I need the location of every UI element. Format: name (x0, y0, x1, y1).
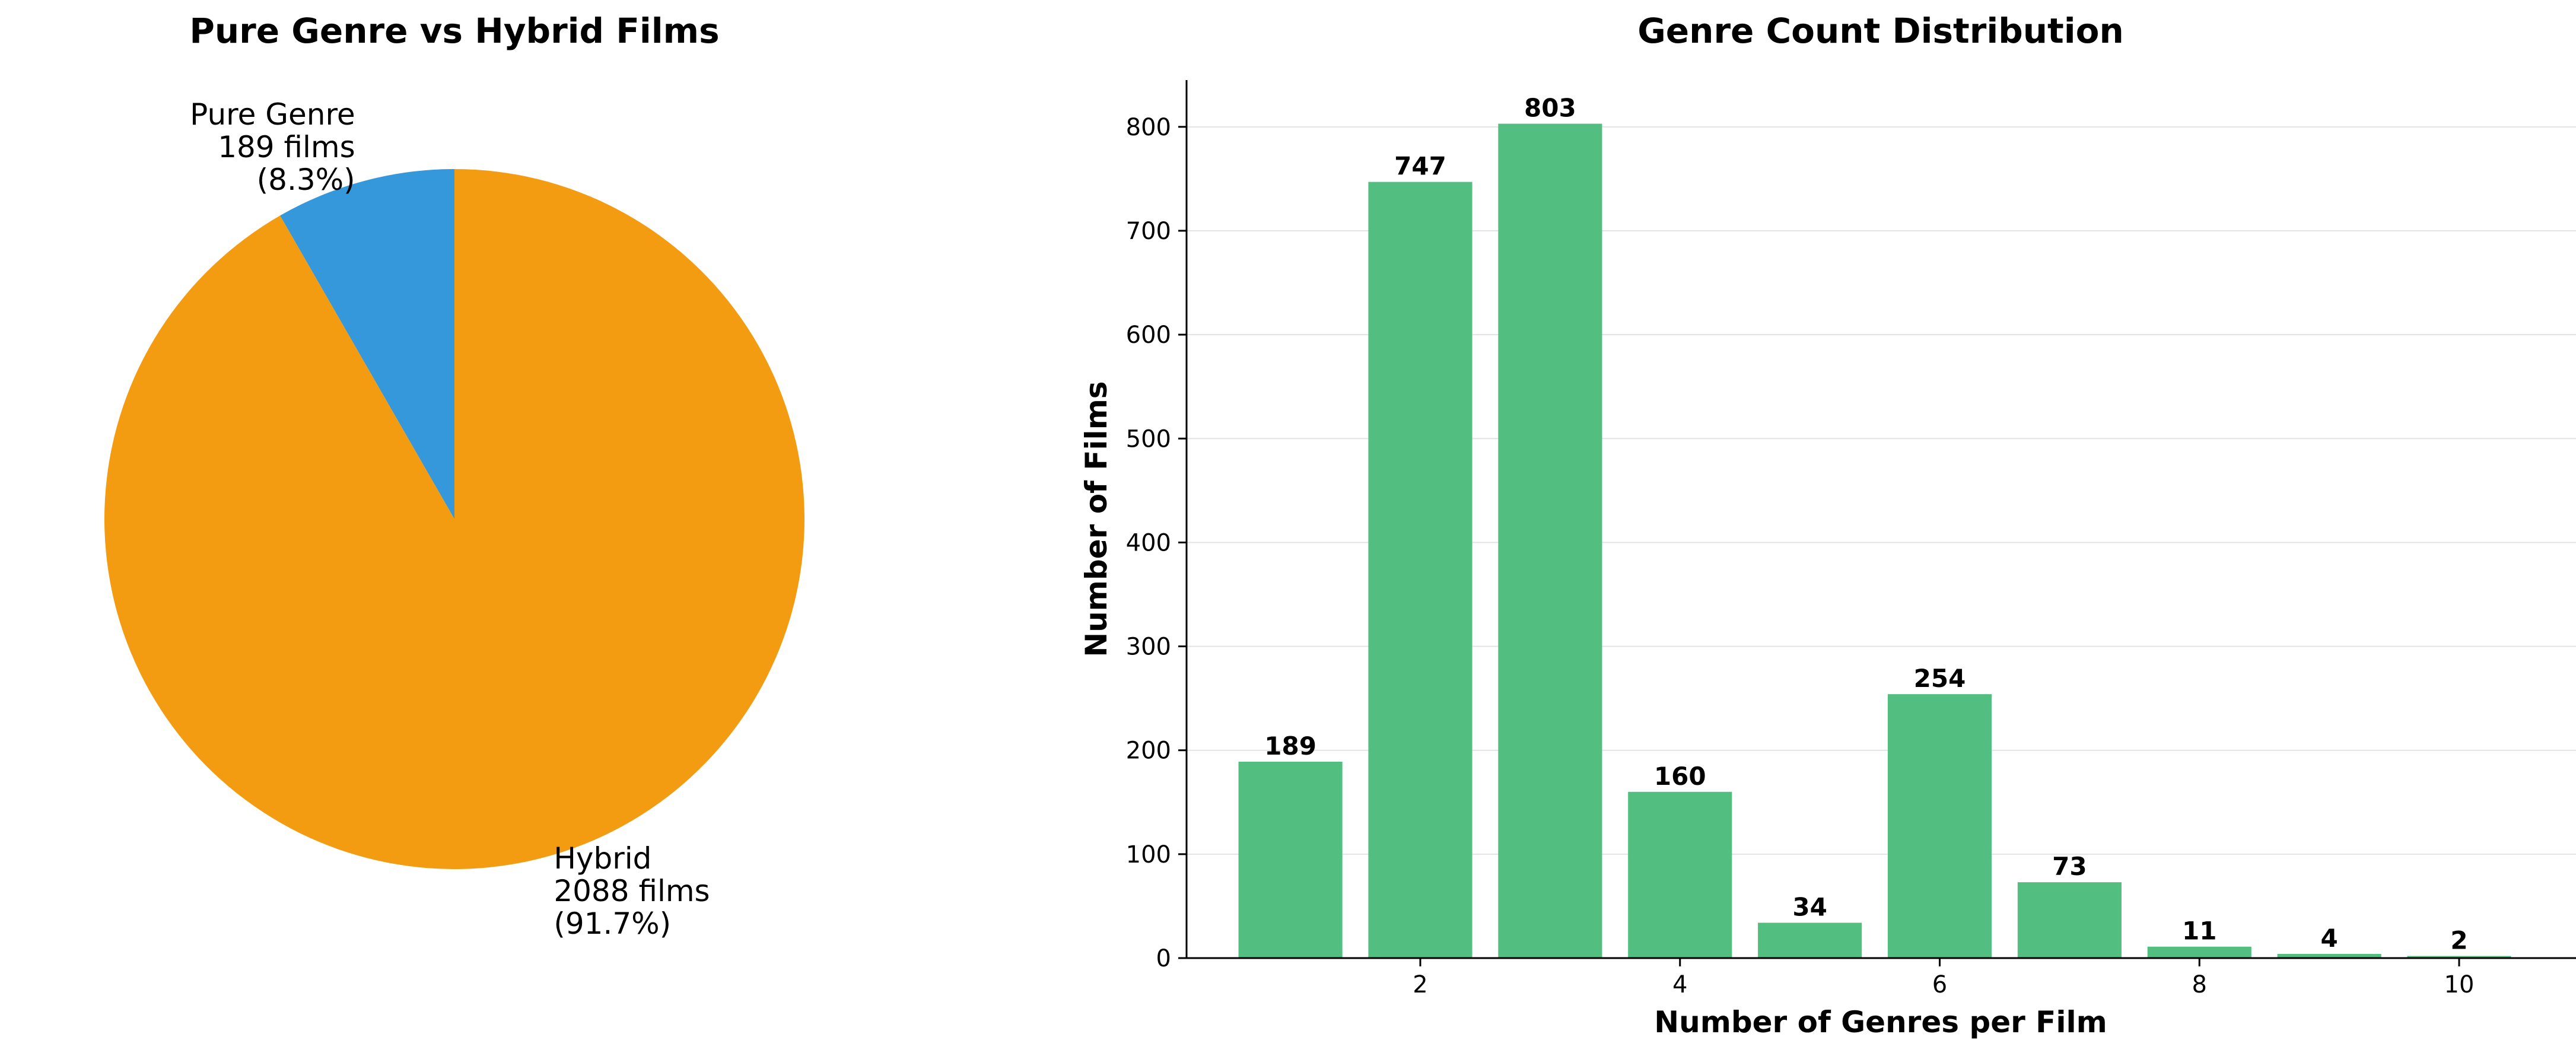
bar-chart-title: Genre Count Distribution (1637, 11, 2124, 51)
bar (2277, 953, 2381, 958)
bar-value-label: 2 (2450, 925, 2467, 955)
bar (2147, 946, 2251, 958)
bar (1238, 761, 1343, 958)
x-tick-label: 10 (2444, 971, 2475, 998)
y-axis-title: Number of Films (1079, 381, 1114, 657)
bar (1758, 922, 1862, 958)
bar (2017, 882, 2122, 958)
bar-value-label: 189 (1264, 731, 1316, 761)
y-tick-label: 100 (1126, 841, 1171, 869)
y-tick-label: 400 (1126, 529, 1171, 556)
y-axis-ticks: 0 100 200 300 400 500 600 700 800 (1126, 114, 1187, 972)
pie-slice-pure-genre (280, 169, 454, 519)
bar (1628, 791, 1732, 958)
pie-label-pure-genre: Pure Genre 189 films (8.3%) (190, 97, 355, 197)
pie-label-hybrid: Hybrid 2088 films (91.7%) (554, 841, 710, 941)
bar-value-label: 160 (1654, 762, 1706, 791)
bars (1238, 123, 2511, 958)
bar-value-label: 11 (2182, 917, 2216, 946)
bar (1368, 182, 1473, 958)
pie-labels: Pure Genre 189 films (8.3%) Hybrid 2088 film… (190, 97, 710, 941)
bar-value-label: 803 (1524, 94, 1576, 123)
y-tick-label: 700 (1126, 218, 1171, 245)
bar (2407, 956, 2511, 958)
bar-value-label: 747 (1394, 152, 1446, 181)
bar-value-label: 73 (2052, 852, 2087, 881)
x-axis-title: Number of Genres per Film (1654, 1005, 2107, 1039)
bar-value-label: 254 (1914, 664, 1966, 693)
pie-slices (104, 169, 805, 869)
x-tick-label: 4 (1672, 971, 1687, 998)
pie-chart: Pure Genre vs Hybrid Films Pure Genre 189… (104, 11, 805, 941)
x-tick-label: 6 (1932, 971, 1947, 998)
bar-chart: Genre Count Distribution 189 747 803 160 34 2… (1079, 11, 2576, 1039)
y-tick-label: 200 (1126, 737, 1171, 765)
y-tick-label: 0 (1156, 945, 1171, 972)
y-tick-label: 300 (1126, 634, 1171, 661)
y-tick-label: 600 (1126, 322, 1171, 349)
pie-title: Pure Genre vs Hybrid Films (189, 11, 719, 51)
bar-value-label: 34 (1792, 892, 1827, 921)
bar-value-label: 4 (2321, 924, 2338, 953)
pie-slice-hybrid (104, 169, 805, 869)
x-tick-label: 8 (2192, 971, 2207, 998)
y-tick-label: 800 (1126, 114, 1171, 141)
y-tick-label: 500 (1126, 425, 1171, 453)
bar (1498, 123, 1602, 958)
x-tick-label: 2 (1413, 971, 1427, 998)
bar-value-labels: 189 747 803 160 34 254 73 11 4 2 (1264, 94, 2467, 955)
bar (1887, 694, 1992, 958)
x-axis-ticks: 2 4 6 8 10 (1413, 958, 2474, 998)
